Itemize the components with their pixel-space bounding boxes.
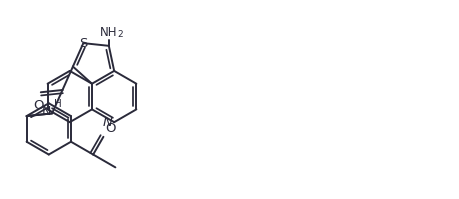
Text: S: S bbox=[79, 37, 87, 50]
Text: O: O bbox=[33, 99, 44, 112]
Text: O: O bbox=[105, 122, 116, 135]
Text: H: H bbox=[54, 100, 62, 109]
Text: 2: 2 bbox=[117, 30, 122, 39]
Text: NH: NH bbox=[100, 26, 118, 39]
Text: N: N bbox=[103, 116, 112, 129]
Text: N: N bbox=[42, 105, 51, 118]
